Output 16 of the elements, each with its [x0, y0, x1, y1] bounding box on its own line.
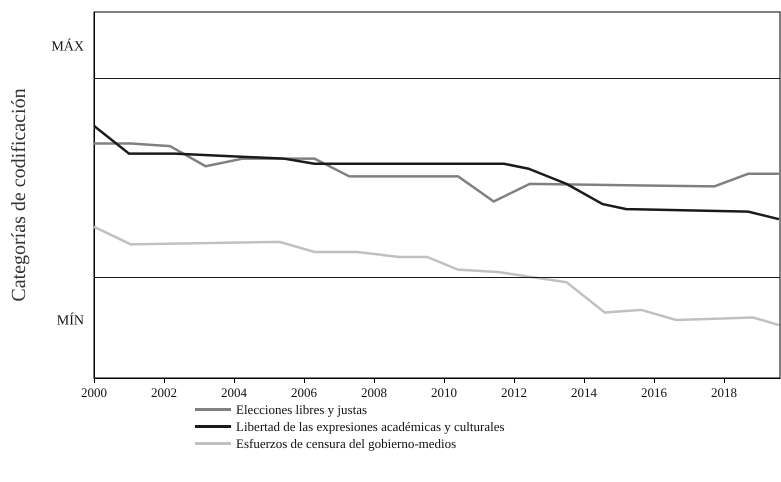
- x-tick-label: 2018: [711, 385, 737, 400]
- legend-label: Esfuerzos de censura del gobierno-medios: [236, 436, 456, 451]
- legend-label: Elecciones libres y justas: [236, 402, 368, 417]
- x-tick-label: 2012: [501, 385, 527, 400]
- y-axis-title: Categorías de codificación: [8, 88, 30, 302]
- x-tick-label: 2008: [361, 385, 387, 400]
- x-tick-label: 2004: [221, 385, 248, 400]
- legend-label: Libertad de las expresiones académicas y culturales: [236, 419, 505, 434]
- x-tick-label: 2014: [571, 385, 598, 400]
- x-tick-label: 2010: [431, 385, 457, 400]
- x-tick-label: 2006: [291, 385, 318, 400]
- x-tick-label: 2016: [641, 385, 668, 400]
- text: MÍN: [56, 312, 84, 328]
- text: MÁX: [51, 38, 84, 54]
- x-tick-label: 2002: [151, 385, 177, 400]
- x-tick-label: 2000: [81, 385, 107, 400]
